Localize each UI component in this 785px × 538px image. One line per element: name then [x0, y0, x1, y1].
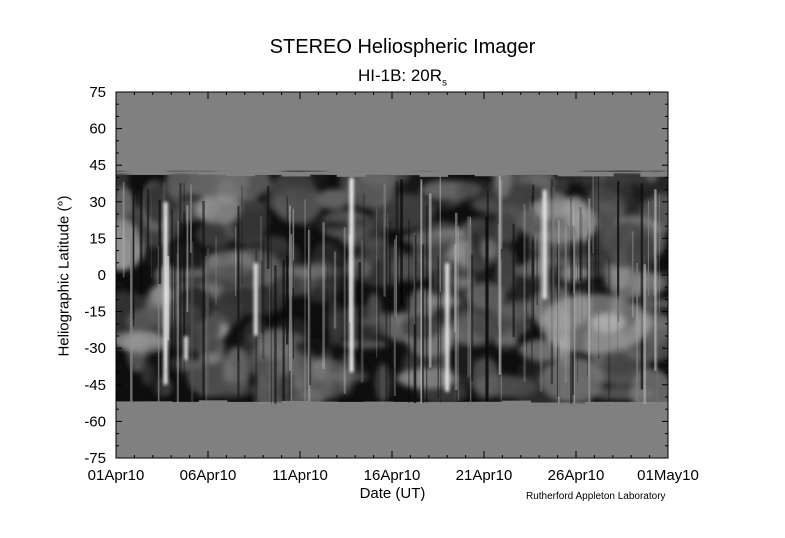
y-axis-label: Heliographic Latitude (°)	[55, 195, 73, 357]
chart-subtitle-subscript: s	[442, 77, 448, 89]
x-tick-label: 16Apr10	[364, 467, 421, 484]
x-tick-label: 26Apr10	[548, 467, 605, 484]
y-tick-label: 0	[98, 267, 106, 284]
x-axis-label: Date (UT)	[359, 485, 426, 502]
chart-title: STEREO Heliospheric Imager	[269, 36, 536, 58]
y-tick-label: 30	[89, 194, 106, 211]
y-tick-label: -30	[84, 340, 106, 357]
x-tick-label: 01Apr10	[88, 467, 145, 484]
credit-text: Rutherford Appleton Laboratory	[526, 491, 666, 502]
y-tick-label: 45	[89, 157, 106, 174]
y-tick-label: 15	[89, 230, 106, 247]
x-tick-label: 21Apr10	[456, 467, 513, 484]
bright-feature-2	[253, 262, 258, 336]
band-edges	[116, 171, 668, 406]
x-tick-label: 06Apr10	[180, 467, 237, 484]
y-tick-label: -60	[84, 413, 106, 430]
x-tick-label: 01May10	[637, 467, 699, 484]
y-tick-label: -15	[84, 304, 106, 321]
bright-feature-1	[183, 336, 188, 361]
y-tick-label: 75	[89, 84, 106, 101]
chart-subtitle-main: HI-1B: 20R	[357, 66, 443, 85]
diffuse-brightness	[119, 199, 650, 354]
x-axis: 01Apr10 06Apr10 11Apr10 16Apr10 21Apr10 26Apr…	[88, 92, 699, 484]
bright-feature-3	[349, 177, 354, 373]
bright-features	[163, 177, 547, 393]
x-tick-label: 11Apr10	[272, 467, 328, 484]
y-tick-label: 60	[89, 121, 106, 138]
chart-subtitle: HI-1B: 20Rs	[10, 66, 785, 88]
y-axis: 75 60 45 30 15 0 -15 -30 -45 -60 -75	[84, 84, 668, 467]
bright-feature-5	[542, 189, 547, 300]
y-tick-label: -75	[84, 450, 106, 467]
y-tick-label: -45	[84, 377, 106, 394]
bright-feature-4	[445, 262, 450, 393]
bright-feature-0	[163, 201, 168, 385]
data-band	[116, 170, 668, 406]
